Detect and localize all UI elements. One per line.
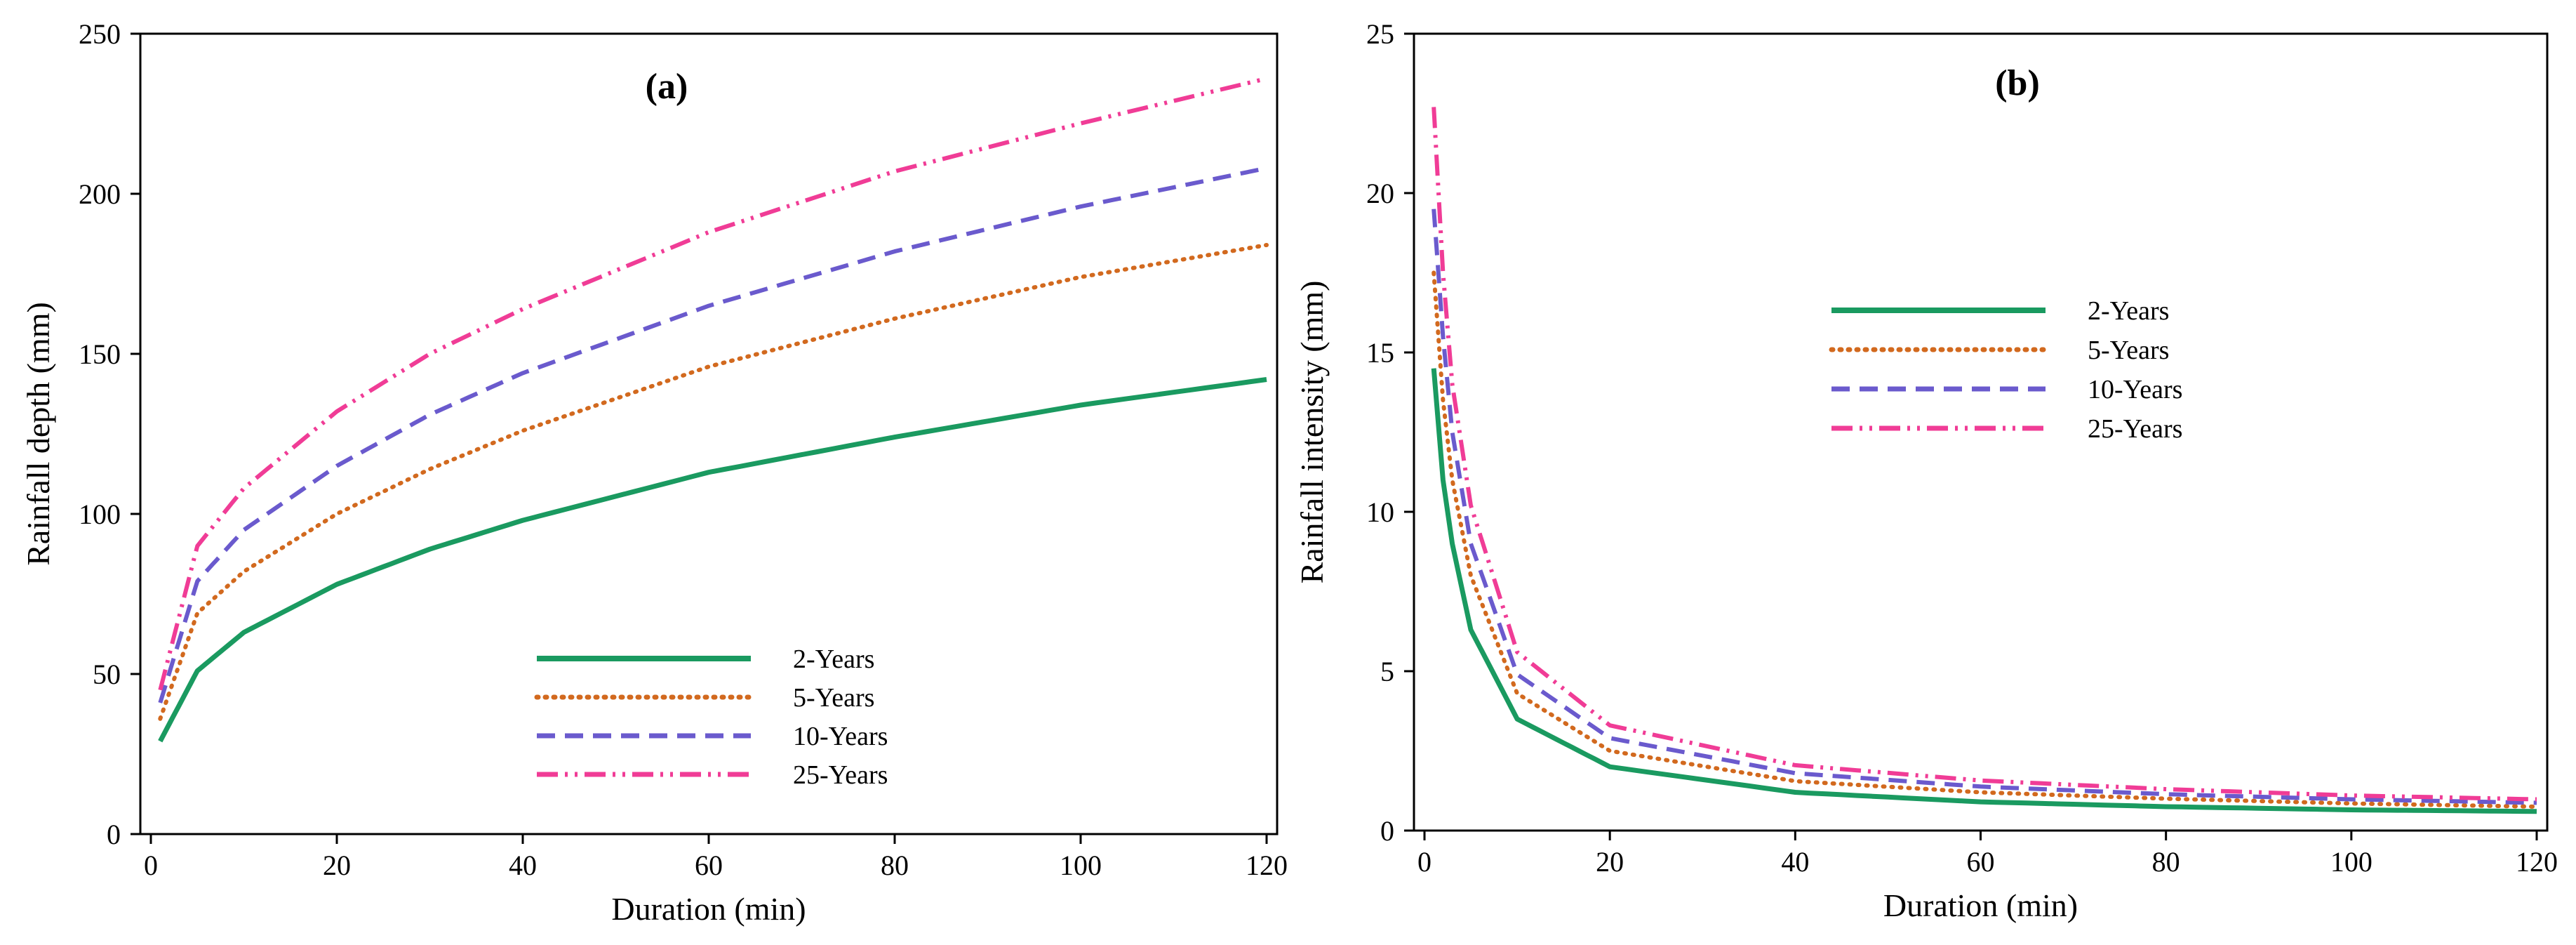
- panel-b-x-axis-label: Duration (min): [1883, 887, 2078, 923]
- panel-b-y-tick-label: 20: [1366, 178, 1394, 209]
- panel-a-y-tick-label: 150: [79, 338, 121, 370]
- panel-a-x-tick-label: 60: [695, 850, 723, 881]
- panel-a-legend-label-5-years: 5-Years: [793, 683, 874, 713]
- panel-b-legend-label-10-years: 10-Years: [2088, 375, 2182, 404]
- panel-b-y-axis-label: Rainfall intensity (mm): [1294, 281, 1330, 584]
- panel-b-x-tick-label: 40: [1781, 846, 1809, 878]
- panel-b-x-tick-label: 60: [1967, 846, 1995, 878]
- panel-a-x-tick-label: 100: [1060, 850, 1102, 881]
- panel-a-plot-frame: [139, 32, 1279, 835]
- panel-a-y-tick-label: 200: [79, 178, 121, 210]
- panel-b-x-tick-label: 80: [2152, 846, 2180, 878]
- panel-a-y-tick-label: 250: [79, 18, 121, 50]
- panel-a-legend-label-10-years: 10-Years: [793, 722, 888, 751]
- panel-a-x-tick-label: 40: [509, 850, 537, 881]
- panel-a-x-axis-label: Duration (min): [611, 891, 806, 927]
- panel-a-x-tick-label: 0: [144, 850, 158, 881]
- panel-b-y-tick-label: 15: [1366, 337, 1394, 369]
- panel-b-title: (b): [1995, 63, 2040, 103]
- panel-b-x-tick-label: 100: [2330, 846, 2373, 878]
- panel-b-legend-label-25-years: 25-Years: [2088, 414, 2182, 444]
- panel-a-legend-label-2-years: 2-Years: [793, 645, 874, 674]
- panel-b-y-tick-label: 10: [1366, 496, 1394, 528]
- panel-b-legend-label-5-years: 5-Years: [2088, 336, 2169, 365]
- panel-a-y-axis-label: Rainfall depth (mm): [20, 302, 56, 566]
- panel-b-series-10-years-line: [1432, 209, 2537, 805]
- panel-b-x-tick-label: 120: [2516, 846, 2558, 878]
- panel-a-y-tick-label: 50: [93, 659, 121, 690]
- panel-b-x-tick-label: 20: [1596, 846, 1624, 878]
- panel-a-legend: 2-Years 5-Years 10-Years 25-Years: [534, 645, 888, 790]
- panel-b-y-tick-label: 25: [1366, 18, 1394, 50]
- panel-b-y-tick-label: 5: [1380, 656, 1394, 687]
- panel-a-title: (a): [646, 67, 688, 107]
- panel-b-x-tick-label: 0: [1417, 846, 1432, 878]
- panel-b-series-25-years-line: [1432, 107, 2537, 802]
- panel-a-series-10-years-line: [158, 166, 1267, 703]
- panel-a-legend-label-25-years: 25-Years: [793, 760, 888, 790]
- panel-a-y-tick-label: 0: [107, 819, 121, 850]
- panel-a-x-tick-label: 120: [1246, 850, 1288, 881]
- panel-b-series-5-years-line: [1432, 270, 2539, 809]
- panel-a-x-tick-label: 80: [881, 850, 909, 881]
- panel-a-series-2-years-line: [158, 377, 1267, 743]
- panel-a-series-5-years-line: [158, 243, 1269, 721]
- panel-a-series-25-years-line: [158, 76, 1267, 691]
- panel-a-y-tick-label: 100: [79, 498, 121, 530]
- panel-b-series-2-years-line: [1431, 368, 2537, 814]
- panel-b-plot-frame: [1413, 32, 2549, 832]
- panel-a: 0 20 40 60 80 100 120 0 50 100 150 200 250 Duration (…: [20, 18, 1288, 927]
- panel-b-y-tick-label: 0: [1380, 815, 1394, 847]
- panel-b-legend: 2-Years 5-Years 10-Years 25-Years: [1829, 296, 2182, 444]
- panel-b-legend-label-2-years: 2-Years: [2088, 296, 2169, 326]
- panel-a-x-tick-label: 20: [323, 850, 351, 881]
- panel-b: 0 20 40 60 80 100 120 0 5 10 15 20 25 Duration (min) R…: [1294, 18, 2558, 923]
